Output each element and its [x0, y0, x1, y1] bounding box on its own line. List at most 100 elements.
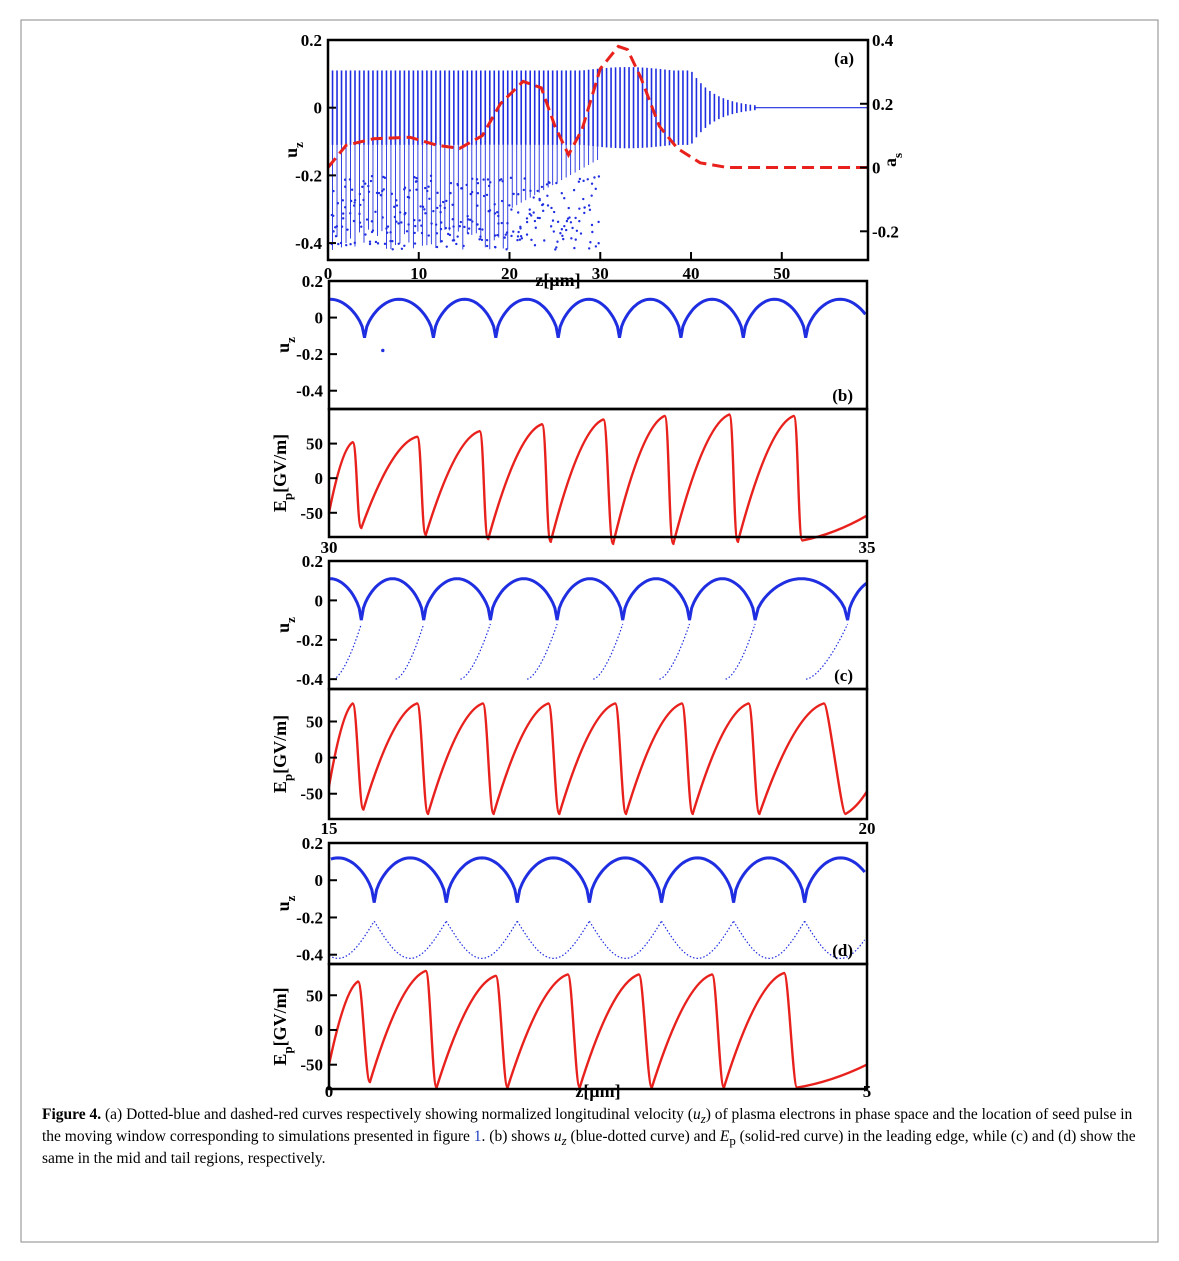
panel-a-uz-dot	[353, 201, 356, 204]
panel-a-uz-dot	[583, 211, 586, 215]
panel-a-uz-dot	[525, 220, 529, 224]
panel-a-uz-dot	[342, 212, 345, 215]
panel-a-uz-dot	[334, 235, 338, 238]
panel-a-uz-dot	[349, 199, 353, 203]
panel-a-uz-dot	[413, 242, 417, 245]
panel-a-uz-dot	[554, 248, 557, 251]
panel-a-uz-dot	[419, 205, 422, 208]
panel-a-uz-dot	[578, 207, 581, 210]
panel-a-uz-dot	[427, 185, 430, 188]
panel-c-xmin-label: 15	[321, 819, 338, 838]
panel-a-uz-dot	[404, 211, 407, 215]
panel-d-upper-frame	[327, 841, 869, 966]
panel-a-uz-dot	[456, 183, 460, 187]
panel-a-uz-dot	[577, 180, 581, 183]
panel-d-uz-branch	[516, 920, 590, 960]
panel-a-y2tick-label: -0.2	[872, 222, 899, 241]
panel-c-uz-ytick-label: -0.4	[296, 670, 323, 689]
panel-c-uz-ylabel-sub: z	[283, 617, 298, 623]
caption-uz-sub-2: z	[561, 1133, 567, 1149]
panel-a-uz-dot	[551, 219, 555, 222]
panel-a-uz-dot	[486, 178, 490, 181]
panel-a-uz-dot	[414, 180, 418, 183]
panel-a-uz-dot	[552, 210, 556, 214]
panel-a-uz-dot	[375, 191, 379, 195]
panel-a-uz-dot	[343, 178, 347, 181]
panel-a-uz-dot	[512, 192, 515, 196]
panel-a-frame	[326, 38, 870, 262]
panel-c-uz-series	[330, 577, 868, 680]
panel-a-uz-dot	[406, 195, 410, 199]
panel-d-ep-ylabel-unit: [GV/m]	[270, 987, 290, 1046]
panel-a-uz-dot	[445, 199, 448, 203]
panel-c-ep-ytick-label: 0	[315, 749, 324, 768]
panel-a-uz-dot	[420, 224, 423, 227]
panel-b-xmax-label: 35	[859, 538, 876, 557]
panel-a-uz-dot	[435, 232, 439, 235]
caption-uz: u	[692, 1106, 701, 1123]
panel-c-xmax-label: 20	[859, 819, 876, 838]
panel-a-uz-dot	[555, 181, 558, 185]
panel-a-uz-dot	[393, 215, 397, 219]
panel-a-uz-dot	[533, 219, 537, 223]
panel-c-uz-ylabel-text: uz	[273, 617, 298, 633]
panel-b-uz-ylabel: uz	[273, 337, 298, 353]
panel-a-xtick-label: 50	[773, 264, 790, 283]
panel-a-uz-dot	[397, 222, 400, 225]
panel-a-uz-dot	[358, 221, 362, 224]
panel-a-uz-dot	[493, 203, 496, 206]
panel-a-uz-dot	[529, 189, 532, 193]
panel-a-uz-dot	[346, 228, 349, 231]
panel-a-uz-series	[330, 67, 868, 251]
panel-a-ylabel-main: u	[281, 148, 301, 158]
panel-c-ep-ylabel: Ep[GV/m]	[270, 715, 295, 793]
panel-a-uz-dot	[497, 214, 500, 218]
panel-a-uz-dot	[371, 229, 375, 232]
panel-a-uz-dot	[467, 227, 471, 230]
panel-a-uz-dot	[519, 234, 523, 238]
panel-a-xtick-label: 30	[592, 264, 609, 283]
panel-a-uz-dot	[337, 242, 340, 246]
caption-uz-2: u	[553, 1128, 562, 1146]
panel-a-uz-dot	[358, 192, 362, 196]
panel-a-uz-dot	[501, 180, 504, 183]
panel-a-uz-dot	[574, 216, 577, 220]
panel-c-lower-frame	[327, 687, 869, 821]
caption-figure-ref[interactable]: 1	[473, 1128, 482, 1146]
panel-a-seed-pulse	[326, 44, 868, 169]
panel-a-uz-dot	[578, 219, 581, 223]
panel-a-uz-dot	[348, 212, 352, 215]
panel-a-uz-dot	[591, 230, 594, 234]
panel-a-xtick-label: 20	[501, 264, 518, 283]
panel-d-xlabel: z[µm]	[575, 1081, 620, 1101]
panel-a-uz-dot	[391, 248, 394, 251]
panel-a-uz-dot	[534, 226, 537, 229]
panel-a-xtick-label: 0	[324, 264, 333, 283]
panel-c-label: (c)	[834, 666, 853, 685]
panel-d-xmin-label: 0	[325, 1082, 334, 1101]
panel-a-uz-dot	[335, 225, 339, 228]
panel-a-uz-dot	[459, 220, 463, 224]
panel-a-uz-dot	[458, 225, 462, 228]
panel-a-uz-dot	[512, 230, 515, 233]
panel-a-uz-dot	[583, 206, 586, 209]
panel-a-uz-dot	[532, 196, 535, 199]
panel-d-uz-branch	[588, 920, 663, 960]
panel-a-uz-dot	[358, 212, 361, 216]
panel-a-ylabel-text: uz	[281, 142, 306, 158]
panel-a-uz-dot	[562, 237, 565, 241]
panel-a-uz-dot	[522, 188, 526, 192]
panel-a-uz-dot	[504, 233, 507, 236]
panel-a-uz-dot	[439, 227, 443, 231]
panel-a-uz-dot	[575, 229, 579, 233]
caption-ep-sub: p	[729, 1133, 736, 1149]
panel-a-uz-dot	[582, 179, 585, 183]
panel-a-uz-dot	[545, 183, 549, 186]
panel-a-xtick-label: 10	[410, 264, 427, 283]
panel-a-uz-dot	[516, 238, 519, 242]
panel-a-uz-dot	[543, 239, 546, 242]
panel-a-uz-dot	[428, 197, 431, 200]
panel-a-uz-dot	[376, 242, 380, 245]
panel-a-y2tick-label: 0.4	[872, 31, 894, 50]
